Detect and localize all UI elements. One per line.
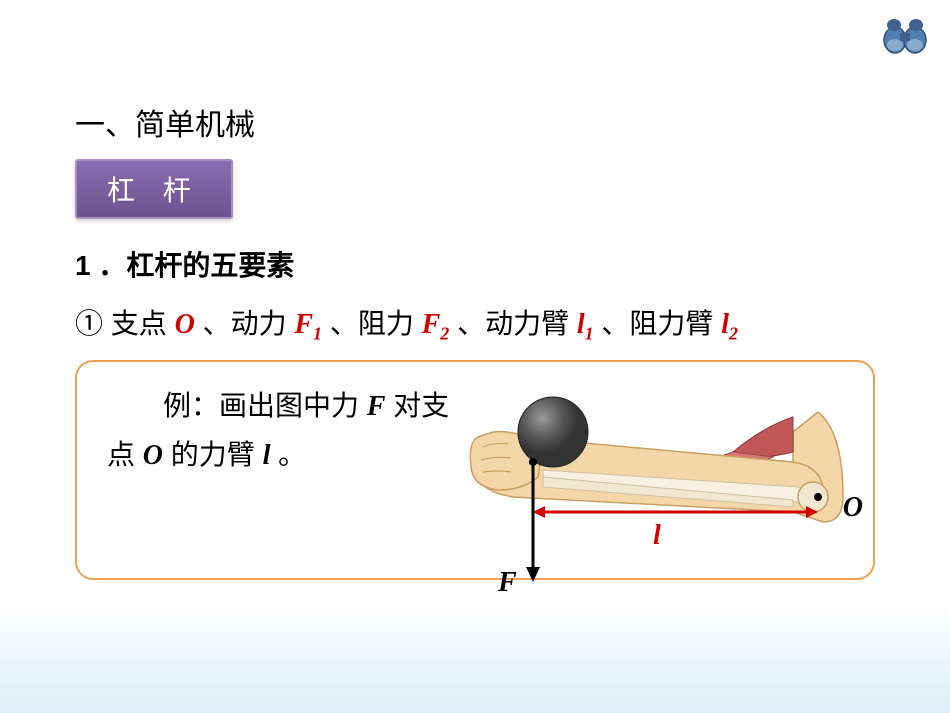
var-O: O	[143, 440, 163, 471]
symbol-l1: l1	[577, 309, 594, 340]
example-box: 例：画出图中力 F 对支点 O 的力臂 l 。	[75, 360, 875, 580]
content-area: 一、简单机械 杠 杆 1 ．杠杆的五要素 ① 支点 O 、动力 F1 、阻力 F…	[0, 0, 950, 580]
subtitle: 1 ．杠杆的五要素	[75, 244, 875, 284]
section-title: 一、简单机械	[75, 100, 875, 144]
five-elements-line: ① 支点 O 、动力 F1 、阻力 F2 、动力臂 l1 、阻力臂 l2	[75, 299, 875, 350]
arm-diagram: l O F	[423, 382, 853, 602]
example-text: 例：画出图中力 F 对支点 O 的力臂 l 。	[107, 382, 457, 479]
var-F: F	[367, 391, 386, 422]
lever-badge: 杠 杆	[75, 159, 233, 219]
symbol-F1: F1	[294, 309, 322, 340]
symbol-O: O	[175, 309, 195, 340]
symbol-F2: F2	[422, 309, 450, 340]
symbol-l2: l2	[721, 309, 738, 340]
label-l: l	[653, 520, 661, 552]
label-F: F	[498, 567, 517, 599]
label-O: O	[843, 492, 863, 524]
binoculars-icon	[880, 15, 930, 55]
